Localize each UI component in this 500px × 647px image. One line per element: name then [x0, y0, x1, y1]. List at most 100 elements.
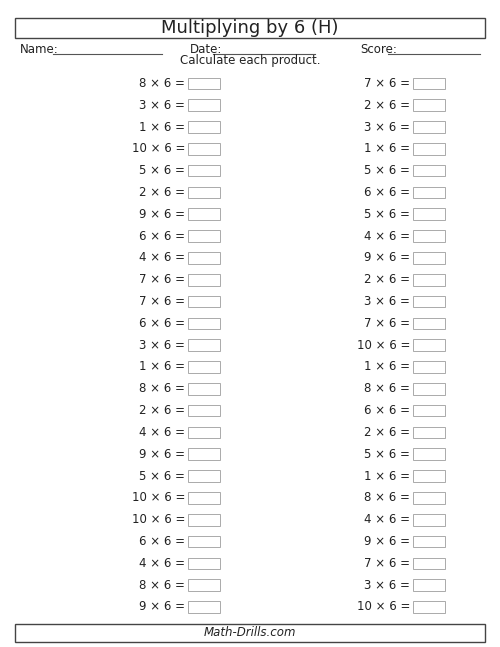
Text: 4 × 6 =: 4 × 6 = — [364, 513, 410, 526]
Bar — [188, 143, 220, 155]
Bar — [188, 274, 220, 285]
Text: 10 × 6 =: 10 × 6 = — [132, 142, 185, 155]
Text: Name:: Name: — [20, 43, 59, 56]
Text: 4 × 6 =: 4 × 6 = — [139, 557, 185, 570]
Bar — [412, 426, 445, 438]
Bar — [412, 296, 445, 307]
Bar — [412, 165, 445, 177]
Bar — [188, 339, 220, 351]
Bar — [412, 78, 445, 89]
Text: Date:: Date: — [190, 43, 222, 56]
Text: 6 × 6 =: 6 × 6 = — [364, 404, 410, 417]
Bar — [188, 121, 220, 133]
Bar — [188, 426, 220, 438]
Bar — [188, 230, 220, 242]
Text: 6 × 6 =: 6 × 6 = — [139, 230, 185, 243]
Text: 9 × 6 =: 9 × 6 = — [139, 448, 185, 461]
Text: 10 × 6 =: 10 × 6 = — [356, 600, 410, 613]
Text: 5 × 6 =: 5 × 6 = — [364, 448, 410, 461]
Bar — [412, 186, 445, 198]
Text: 10 × 6 =: 10 × 6 = — [132, 491, 185, 505]
Text: 8 × 6 =: 8 × 6 = — [364, 491, 410, 505]
Text: 4 × 6 =: 4 × 6 = — [139, 252, 185, 265]
Bar — [188, 165, 220, 177]
Text: 3 × 6 =: 3 × 6 = — [139, 99, 185, 112]
Text: 4 × 6 =: 4 × 6 = — [139, 426, 185, 439]
Bar — [412, 470, 445, 482]
Bar — [188, 186, 220, 198]
Text: 1 × 6 =: 1 × 6 = — [364, 142, 410, 155]
Text: 9 × 6 =: 9 × 6 = — [139, 208, 185, 221]
Bar — [412, 230, 445, 242]
Text: 5 × 6 =: 5 × 6 = — [364, 164, 410, 177]
Text: 10 × 6 =: 10 × 6 = — [132, 513, 185, 526]
Text: 1 × 6 =: 1 × 6 = — [139, 120, 185, 133]
Text: 7 × 6 =: 7 × 6 = — [139, 273, 185, 286]
Text: 1 × 6 =: 1 × 6 = — [364, 360, 410, 373]
Text: 6 × 6 =: 6 × 6 = — [139, 535, 185, 548]
Text: 3 × 6 =: 3 × 6 = — [364, 578, 410, 591]
Text: 4 × 6 =: 4 × 6 = — [364, 230, 410, 243]
Text: 7 × 6 =: 7 × 6 = — [364, 77, 410, 90]
Text: Calculate each product.: Calculate each product. — [180, 54, 320, 67]
Bar — [188, 252, 220, 264]
Bar — [188, 558, 220, 569]
Bar — [15, 624, 485, 642]
Text: 8 × 6 =: 8 × 6 = — [364, 382, 410, 395]
Bar — [188, 470, 220, 482]
Text: 9 × 6 =: 9 × 6 = — [364, 535, 410, 548]
Bar — [412, 339, 445, 351]
Text: 8 × 6 =: 8 × 6 = — [139, 578, 185, 591]
Bar — [412, 318, 445, 329]
Bar — [188, 208, 220, 220]
Bar — [188, 492, 220, 504]
Text: 2 × 6 =: 2 × 6 = — [364, 273, 410, 286]
Bar — [188, 318, 220, 329]
Bar — [15, 18, 485, 38]
Bar — [188, 383, 220, 395]
Bar — [412, 514, 445, 525]
Text: 5 × 6 =: 5 × 6 = — [364, 208, 410, 221]
Bar — [412, 383, 445, 395]
Bar — [412, 252, 445, 264]
Text: 2 × 6 =: 2 × 6 = — [364, 426, 410, 439]
Text: 7 × 6 =: 7 × 6 = — [364, 557, 410, 570]
Text: 1 × 6 =: 1 × 6 = — [364, 470, 410, 483]
Text: 2 × 6 =: 2 × 6 = — [139, 404, 185, 417]
Text: 9 × 6 =: 9 × 6 = — [364, 252, 410, 265]
Bar — [188, 296, 220, 307]
Bar — [412, 361, 445, 373]
Text: 5 × 6 =: 5 × 6 = — [139, 164, 185, 177]
Text: 5 × 6 =: 5 × 6 = — [139, 470, 185, 483]
Text: Multiplying by 6 (H): Multiplying by 6 (H) — [161, 19, 339, 37]
Bar — [412, 536, 445, 547]
Bar — [412, 274, 445, 285]
Text: 3 × 6 =: 3 × 6 = — [139, 338, 185, 352]
Text: 8 × 6 =: 8 × 6 = — [139, 77, 185, 90]
Bar — [412, 100, 445, 111]
Bar — [188, 405, 220, 417]
Text: Math-Drills.com: Math-Drills.com — [204, 626, 296, 639]
Bar — [188, 448, 220, 460]
Text: Score:: Score: — [360, 43, 397, 56]
Text: 3 × 6 =: 3 × 6 = — [364, 295, 410, 308]
Bar — [188, 100, 220, 111]
Text: 7 × 6 =: 7 × 6 = — [364, 317, 410, 330]
Text: 9 × 6 =: 9 × 6 = — [139, 600, 185, 613]
Bar — [412, 121, 445, 133]
Bar — [412, 405, 445, 417]
Bar — [188, 579, 220, 591]
Text: 7 × 6 =: 7 × 6 = — [139, 295, 185, 308]
Text: 10 × 6 =: 10 × 6 = — [356, 338, 410, 352]
Text: 8 × 6 =: 8 × 6 = — [139, 382, 185, 395]
Text: 6 × 6 =: 6 × 6 = — [364, 186, 410, 199]
Bar — [412, 448, 445, 460]
Bar — [188, 536, 220, 547]
Text: 2 × 6 =: 2 × 6 = — [364, 99, 410, 112]
Text: 6 × 6 =: 6 × 6 = — [139, 317, 185, 330]
Bar — [188, 78, 220, 89]
Bar — [412, 208, 445, 220]
Bar — [412, 558, 445, 569]
Bar — [412, 143, 445, 155]
Text: 2 × 6 =: 2 × 6 = — [139, 186, 185, 199]
